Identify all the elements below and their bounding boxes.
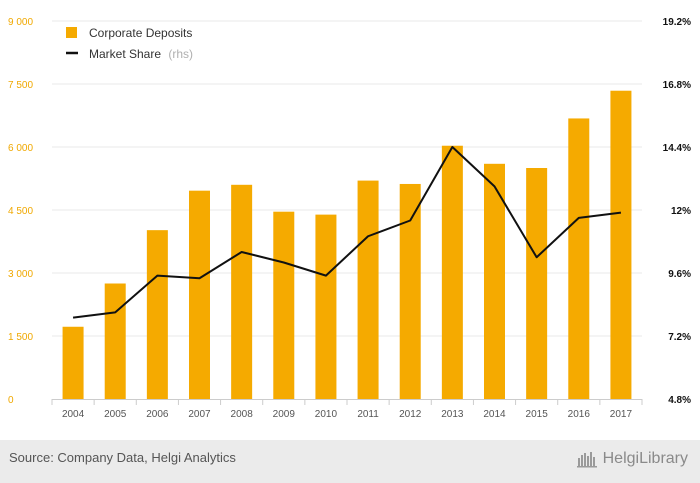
x-axis-tick-label: 2015 — [526, 409, 549, 420]
x-axis-tick-label: 2012 — [399, 409, 422, 420]
legend: Corporate Deposits Market Share (rhs) — [66, 26, 193, 61]
brand-logo: HelgiLibrary — [576, 447, 688, 471]
right-axis-tick-label: 16.8% — [663, 80, 691, 91]
x-axis-tick-label: 2010 — [315, 409, 338, 420]
legend-bars-label: Corporate Deposits — [89, 26, 192, 40]
right-axis-tick-label: 19.2% — [663, 17, 691, 28]
bar — [62, 326, 84, 399]
bar — [357, 180, 379, 399]
x-axis-tick-label: 2013 — [441, 409, 464, 420]
x-axis-tick-label: 2008 — [231, 409, 254, 420]
x-axis-tick-label: 2005 — [104, 409, 127, 420]
bar — [104, 283, 126, 399]
brand-name: HelgiLibrary — [602, 450, 688, 467]
grid-lines — [52, 20, 642, 337]
bar — [231, 184, 253, 399]
x-axis-tick-label: 2016 — [568, 409, 591, 420]
bar — [484, 163, 505, 399]
bar — [610, 90, 632, 399]
bar — [189, 190, 210, 399]
left-axis-tick-label: 1 500 — [8, 332, 33, 343]
x-axis-tick-label: 2004 — [62, 409, 85, 420]
x-axis-tick-label: 2009 — [273, 409, 296, 420]
legend-line-label: Market Share — [89, 47, 161, 61]
x-axis-tick-label: 2014 — [483, 409, 506, 420]
bar — [399, 183, 421, 399]
legend-line-suffix: (rhs) — [168, 47, 193, 61]
bar — [526, 168, 548, 399]
left-axis-tick-label: 6 000 — [8, 143, 33, 154]
right-axis-tick-label: 4.8% — [668, 395, 691, 406]
bars — [62, 90, 632, 399]
source-note: Source: Company Data, Helgi Analytics — [9, 450, 236, 465]
right-axis-tick-label: 7.2% — [668, 332, 691, 343]
left-axis-tick-label: 7 500 — [8, 80, 33, 91]
bar — [273, 211, 295, 399]
bar — [441, 145, 463, 399]
right-axis-tick-label: 12% — [671, 206, 691, 217]
legend-line-label-group: Market Share (rhs) — [89, 47, 193, 61]
right-axis-tick-label: 14.4% — [663, 143, 691, 154]
market-share-series-line — [72, 146, 622, 319]
left-axis-tick-label: 4 500 — [8, 206, 33, 217]
legend-bar-swatch — [66, 27, 77, 38]
x-axis-tick-label: 2007 — [188, 409, 211, 420]
x-axis-tick-label: 2017 — [610, 409, 633, 420]
market-share-line — [72, 146, 622, 319]
left-axis-tick-label: 0 — [8, 395, 14, 406]
x-axis-tick-label: 2006 — [146, 409, 169, 420]
left-axis-tick-label: 9 000 — [8, 17, 33, 28]
helgilibrary-logo-icon — [576, 452, 597, 468]
left-axis-tick-label: 3 000 — [8, 269, 33, 280]
chart: 0 4.8% 1 500 7.2% 3 000 9.6% 4 500 12% 6 000 14.4… — [8, 17, 691, 420]
bar — [315, 214, 337, 399]
axes: 0 4.8% 1 500 7.2% 3 000 9.6% 4 500 12% 6 000 14.4… — [8, 17, 691, 420]
bar — [146, 230, 168, 399]
footer — [0, 440, 700, 483]
right-axis-tick-label: 9.6% — [668, 269, 691, 280]
x-axis-tick-label: 2011 — [357, 409, 379, 420]
bar — [568, 118, 590, 399]
